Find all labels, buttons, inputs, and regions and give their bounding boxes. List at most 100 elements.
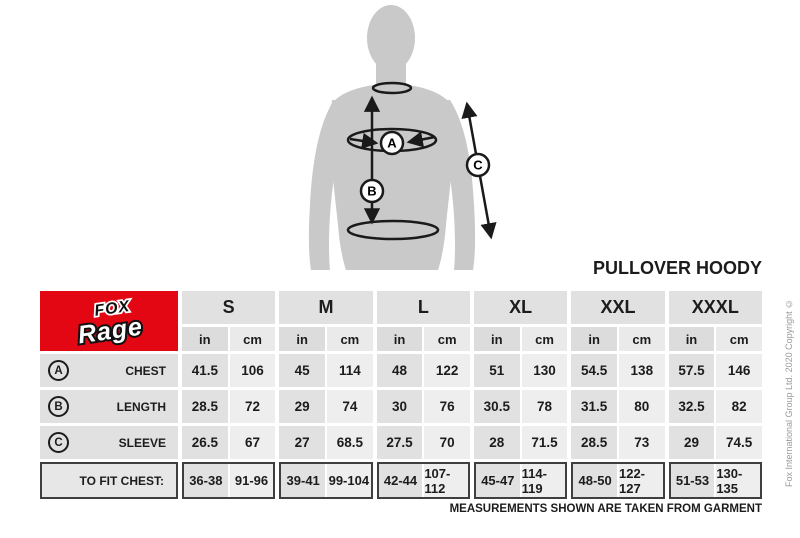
fit-group-xl: 45-47 114-119	[473, 462, 568, 499]
fit-cell: 45-47	[475, 464, 520, 497]
unit-header: cm	[424, 327, 470, 351]
measure-cell: 73	[618, 426, 665, 459]
row-marker-a: A	[48, 360, 69, 381]
measure-cell: 122	[424, 354, 470, 387]
measure-cell: 54.5	[571, 354, 617, 387]
measure-cell: 28.5	[182, 390, 228, 423]
measure-cell: 146	[716, 354, 762, 387]
unit-header: in	[571, 327, 617, 351]
measure-cell: 114	[327, 354, 373, 387]
fit-cell: 48-50	[573, 464, 617, 497]
measure-cell: 31.5	[571, 390, 617, 423]
fit-cell: 36-38	[184, 464, 228, 497]
measure-cell: 68.5	[327, 426, 373, 459]
fox-rage-logo: FOX Rage	[40, 291, 178, 351]
page-title: PULLOVER HOODY	[592, 258, 762, 278]
diagram-marker-c: C	[465, 152, 491, 178]
chest-arrow-left	[349, 132, 379, 149]
fit-row-label: TO FIT CHEST:	[79, 473, 164, 488]
fit-cell: 122-127	[618, 464, 663, 497]
fit-cell: 99-104	[327, 464, 371, 497]
unit-header-row: in cm in cm in cm in cm in cm in cm	[40, 327, 762, 351]
table-row-to-fit-chest: TO FIT CHEST: 36-38 91-96 39-41 99-104 4…	[40, 462, 762, 499]
measure-cell: 29	[279, 390, 325, 423]
copyright-text: Fox International Group Ltd. 2020 Copyri…	[784, 298, 794, 487]
unit-header: in	[279, 327, 325, 351]
measure-cell: 28.5	[571, 426, 617, 459]
measure-cell: 106	[229, 354, 276, 387]
measure-cell: 74	[327, 390, 373, 423]
measure-cell: 67	[229, 426, 276, 459]
measure-cell: 28	[473, 426, 520, 459]
fit-row-header: TO FIT CHEST:	[40, 462, 178, 499]
measure-cell: 27	[279, 426, 325, 459]
measure-cell: 27.5	[376, 426, 423, 459]
row-label: LENGTH	[116, 399, 166, 414]
size-table: FOX Rage S M L XL XXL XXXL in cm in cm	[40, 291, 762, 499]
row-header-length: B LENGTH	[40, 390, 178, 423]
unit-header: in	[376, 327, 423, 351]
size-header-xxl: XXL	[571, 291, 665, 324]
chest-arrow-right	[406, 131, 436, 148]
fit-cell: 130-135	[716, 464, 760, 497]
unit-header: in	[668, 327, 715, 351]
measurement-disclaimer: MEASUREMENTS SHOWN ARE TAKEN FROM GARMEN…	[449, 503, 762, 515]
fit-cell: 107-112	[424, 464, 468, 497]
measure-cell: 80	[618, 390, 665, 423]
collar-ellipse	[371, 81, 413, 95]
table-row-chest: A CHEST 41.5 106 45 114 48 122 51 130 54…	[40, 354, 762, 387]
unit-header: in	[182, 327, 228, 351]
torso-measurement-diagram: A B C	[280, 0, 540, 270]
diagram-marker-b: B	[359, 178, 385, 204]
fit-group-m: 39-41 99-104	[279, 462, 373, 499]
unit-header: cm	[229, 327, 276, 351]
unit-header: in	[473, 327, 520, 351]
measure-cell: 30	[376, 390, 423, 423]
fit-group-l: 42-44 107-112	[376, 462, 470, 499]
fit-group-xxl: 48-50 122-127	[571, 462, 665, 499]
unit-header: cm	[327, 327, 373, 351]
row-marker-c: C	[48, 432, 69, 453]
fit-cell: 51-53	[670, 464, 715, 497]
unit-header: cm	[618, 327, 665, 351]
measure-cell: 30.5	[473, 390, 520, 423]
fit-cell: 91-96	[229, 464, 274, 497]
measure-cell: 72	[229, 390, 276, 423]
size-header-l: L	[376, 291, 470, 324]
size-header-xl: XL	[473, 291, 568, 324]
measure-cell: 45	[279, 354, 325, 387]
row-header-sleeve: C SLEEVE	[40, 426, 178, 459]
table-row-length: B LENGTH 28.5 72 29 74 30 76 30.5 78 31.…	[40, 390, 762, 423]
size-header-s: S	[182, 291, 276, 324]
measure-cell: 57.5	[668, 354, 715, 387]
row-header-chest: A CHEST	[40, 354, 178, 387]
measure-cell: 26.5	[182, 426, 228, 459]
measure-cell: 51	[473, 354, 520, 387]
measure-cell: 48	[376, 354, 423, 387]
fit-group-s: 36-38 91-96	[182, 462, 276, 499]
svg-text:C: C	[473, 158, 483, 173]
svg-text:B: B	[367, 184, 376, 199]
measure-cell: 82	[716, 390, 762, 423]
measure-cell: 70	[424, 426, 470, 459]
unit-header: cm	[716, 327, 762, 351]
table-row-sleeve: C SLEEVE 26.5 67 27 68.5 27.5 70 28 71.5…	[40, 426, 762, 459]
size-header-m: M	[279, 291, 373, 324]
measure-cell: 74.5	[716, 426, 762, 459]
measure-cell: 138	[618, 354, 665, 387]
fit-cell: 39-41	[281, 464, 325, 497]
row-marker-b: B	[48, 396, 69, 417]
torso-diagram-svg: A B C	[308, 5, 497, 270]
fit-group-xxxl: 51-53 130-135	[668, 462, 762, 499]
fit-cell: 42-44	[378, 464, 423, 497]
waist-ellipse	[346, 219, 440, 241]
row-label: CHEST	[125, 363, 166, 378]
size-header-xxxl: XXXL	[668, 291, 762, 324]
measure-cell: 130	[521, 354, 568, 387]
measure-cell: 76	[424, 390, 470, 423]
diagram-marker-a: A	[379, 130, 405, 156]
svg-text:A: A	[387, 136, 397, 151]
measure-cell: 78	[521, 390, 568, 423]
size-header-row: S M L XL XXL XXXL	[40, 291, 762, 324]
